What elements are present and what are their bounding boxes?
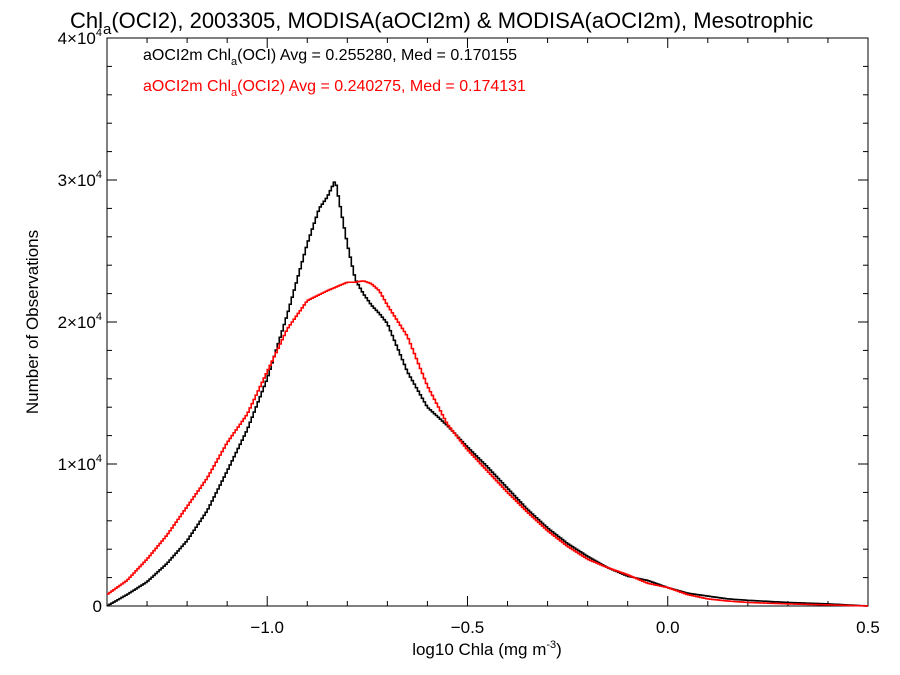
y-tick-label-base: 4×10 bbox=[58, 29, 96, 48]
y-tick-label-base: 0 bbox=[93, 597, 102, 616]
legend-2-prefix: aOCI2m Chl bbox=[143, 78, 231, 95]
x-tick-label: 0.0 bbox=[656, 618, 680, 637]
chart-title-part1: Chl bbox=[70, 8, 103, 33]
x-axis-label-close: ) bbox=[556, 640, 562, 659]
legend-entry-series-2: aOCI2m Chla(OCI2) Avg = 0.240275, Med = … bbox=[143, 78, 526, 99]
y-tick-label-base: 1×10 bbox=[58, 455, 96, 474]
x-axis-label-main: log10 Chla (mg m bbox=[412, 640, 546, 659]
x-axis-label: log10 Chla (mg m-3) bbox=[412, 639, 562, 659]
legend-1-subscript: a bbox=[231, 56, 238, 68]
legend-2-subscript: a bbox=[231, 87, 238, 99]
y-axis-label: Number of Observations bbox=[23, 230, 42, 414]
x-axis-label-superscript: -3 bbox=[546, 639, 556, 651]
series-lines bbox=[107, 181, 868, 607]
y-tick-label-base: 2×10 bbox=[58, 313, 96, 332]
plot-frame bbox=[106, 37, 869, 607]
x-tick-label: −1.0 bbox=[250, 618, 284, 637]
y-tick-label: 0 bbox=[93, 597, 102, 616]
y-tick-label-exponent: 4 bbox=[96, 169, 102, 181]
y-tick-label: 4×104 bbox=[58, 27, 102, 48]
x-tick-label: 0.5 bbox=[856, 618, 880, 637]
series-line-2 bbox=[107, 280, 868, 607]
legend: aOCI2m Chla(OCI) Avg = 0.255280, Med = 0… bbox=[143, 47, 526, 99]
legend-1-prefix: aOCI2m Chl bbox=[143, 47, 231, 64]
y-tick-label: 2×104 bbox=[58, 311, 102, 332]
y-tick-label: 1×104 bbox=[58, 453, 102, 474]
y-tick-label-exponent: 4 bbox=[96, 311, 102, 323]
chart-title: Chla(OCI2), 2003305, MODISA(aOCI2m) & MO… bbox=[70, 8, 813, 38]
y-tick-label: 3×104 bbox=[58, 169, 102, 190]
legend-2-suffix: (OCI2) Avg = 0.240275, Med = 0.174131 bbox=[237, 78, 526, 95]
y-tick-label-exponent: 4 bbox=[96, 453, 102, 465]
y-tick-label-base: 3×10 bbox=[58, 171, 96, 190]
chart-title-part2: (OCI2), 2003305, MODISA(aOCI2m) & MODISA… bbox=[111, 8, 813, 33]
legend-1-suffix: (OCI) Avg = 0.255280, Med = 0.170155 bbox=[237, 47, 517, 64]
x-tick-label: −0.5 bbox=[451, 618, 485, 637]
legend-entry-series-1: aOCI2m Chla(OCI) Avg = 0.255280, Med = 0… bbox=[143, 47, 517, 68]
y-tick-label-exponent: 4 bbox=[96, 27, 102, 39]
chart-title-subscript: a bbox=[103, 21, 112, 38]
series-line-1 bbox=[107, 181, 868, 607]
